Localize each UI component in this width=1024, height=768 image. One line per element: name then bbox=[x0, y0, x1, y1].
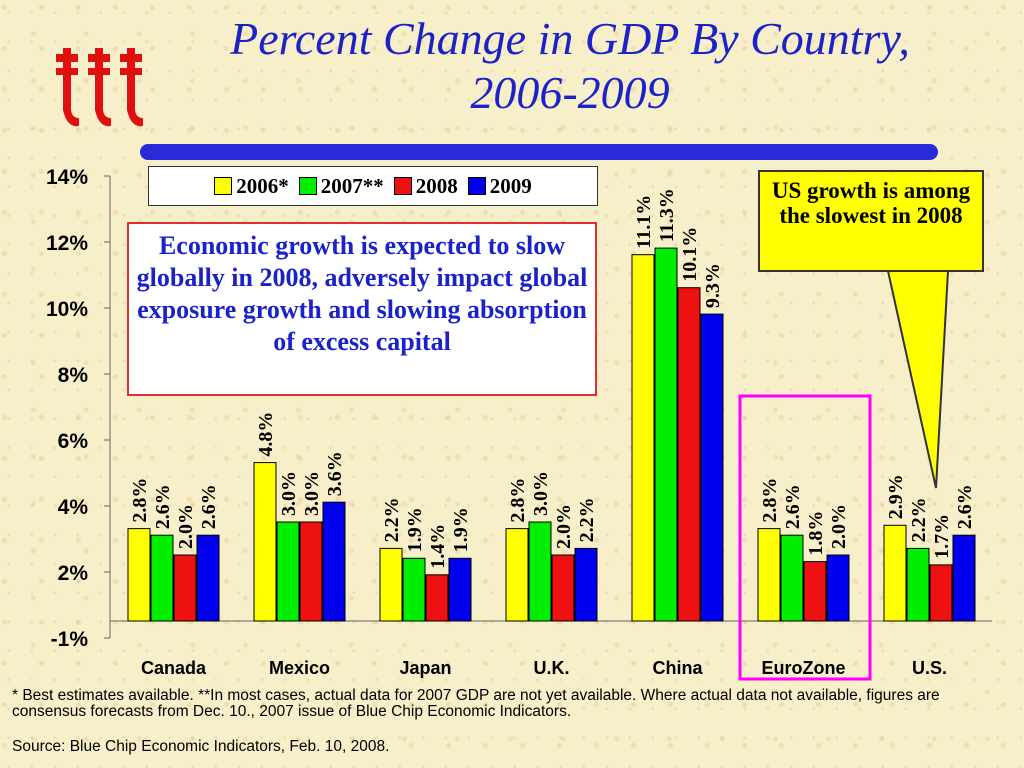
footnote: * Best estimates available. **In most ca… bbox=[12, 687, 940, 720]
bar-value-label: 2.2% bbox=[576, 497, 598, 542]
bar bbox=[631, 254, 655, 622]
bar bbox=[574, 547, 598, 622]
bar bbox=[127, 528, 151, 622]
bar-value-label: 2.0% bbox=[175, 504, 197, 549]
legend-label-2006: 2006* bbox=[236, 173, 289, 198]
bar bbox=[528, 521, 552, 622]
bar bbox=[448, 557, 472, 622]
bar-value-label: 2.8% bbox=[129, 478, 151, 523]
bar bbox=[780, 534, 804, 622]
x-tick-label: U.S. bbox=[912, 658, 947, 678]
bar-value-label: 3.0% bbox=[301, 471, 323, 516]
bar bbox=[757, 528, 781, 622]
bar-value-label: 3.0% bbox=[530, 471, 552, 516]
bar-value-label: 3.6% bbox=[324, 451, 346, 496]
bar-value-label: 2.6% bbox=[152, 484, 174, 529]
bar-value-label: 11.3% bbox=[656, 188, 678, 242]
bar bbox=[299, 521, 323, 622]
bar-value-label: 2.2% bbox=[908, 497, 930, 542]
x-tick-label: U.K. bbox=[534, 658, 570, 678]
bar bbox=[425, 574, 449, 622]
legend-label-2007: 2007** bbox=[320, 173, 384, 198]
y-tick-label: 6% bbox=[58, 430, 89, 453]
legend-swatch-2006 bbox=[214, 177, 233, 195]
bar-value-label: 9.3% bbox=[702, 263, 724, 308]
legend-swatch-2007 bbox=[298, 177, 317, 195]
bar bbox=[677, 287, 701, 622]
page-title: Percent Change in GDP By Country, 2006-2… bbox=[150, 12, 990, 120]
bar-value-label: 11.1% bbox=[633, 195, 655, 249]
y-tick-label: 4% bbox=[58, 496, 89, 519]
legend-item-2006: 2006* bbox=[214, 174, 289, 199]
bar bbox=[883, 524, 907, 622]
legend-item-2008: 2008 bbox=[393, 173, 458, 199]
legend-item-2007: 2007** bbox=[298, 173, 384, 199]
bar-value-label: 2.0% bbox=[553, 504, 575, 549]
bar-value-label: 2.6% bbox=[954, 484, 976, 529]
legend-swatch-2008 bbox=[393, 177, 412, 195]
economic-growth-note: Economic growth is expected to slow glob… bbox=[127, 222, 597, 396]
title-divider-bar bbox=[140, 144, 938, 160]
bar-value-label: 4.8% bbox=[255, 412, 277, 457]
company-logo bbox=[56, 48, 143, 127]
y-tick-label: -1% bbox=[51, 628, 89, 651]
bar bbox=[654, 247, 678, 622]
title-line-2: 2006-2009 bbox=[470, 67, 670, 118]
callout-arrow bbox=[886, 270, 950, 489]
bar-value-label: 2.2% bbox=[381, 497, 403, 542]
bar bbox=[551, 554, 575, 622]
bar-value-label: 2.6% bbox=[782, 484, 804, 529]
bar-value-label: 10.1% bbox=[679, 227, 701, 282]
bar-value-label: 1.4% bbox=[427, 524, 449, 569]
y-tick-label: 14% bbox=[46, 166, 88, 189]
bar-value-label: 3.0% bbox=[278, 471, 300, 516]
bar bbox=[253, 462, 277, 622]
bar-value-label: 1.8% bbox=[805, 511, 827, 556]
bar bbox=[173, 554, 197, 622]
x-tick-label: EuroZone bbox=[762, 658, 846, 678]
bar-value-label: 2.6% bbox=[198, 484, 220, 529]
bar bbox=[276, 521, 300, 622]
y-tick-label: 10% bbox=[46, 298, 88, 321]
y-tick-label: 12% bbox=[46, 232, 88, 255]
bar-value-label: 2.0% bbox=[828, 504, 850, 549]
bar bbox=[150, 534, 174, 622]
title-line-1: Percent Change in GDP By Country, bbox=[230, 13, 910, 64]
bar bbox=[906, 547, 930, 622]
chart-legend: 2006* 2007** 2008 2009 bbox=[148, 166, 598, 206]
bar-value-label: 1.7% bbox=[931, 514, 953, 559]
bar-value-label: 1.9% bbox=[404, 507, 426, 552]
bar-value-label: 2.8% bbox=[507, 478, 529, 523]
bar bbox=[196, 534, 220, 622]
x-tick-label: Japan bbox=[399, 658, 451, 678]
bar bbox=[505, 528, 529, 622]
legend-item-2009: 2009 bbox=[467, 173, 532, 199]
legend-label-2008: 2008 bbox=[415, 173, 458, 198]
bar bbox=[402, 557, 426, 622]
legend-label-2009: 2009 bbox=[489, 173, 532, 198]
y-tick-label: 2% bbox=[58, 562, 89, 585]
bar-value-label: 2.9% bbox=[885, 474, 907, 519]
bar bbox=[322, 501, 346, 622]
eurozone-highlight-box bbox=[738, 394, 872, 681]
bar bbox=[826, 554, 850, 622]
x-tick-label: China bbox=[652, 658, 703, 678]
x-tick-label: Mexico bbox=[269, 658, 330, 678]
bar bbox=[379, 547, 403, 622]
y-tick-label: 8% bbox=[58, 364, 89, 387]
source-citation: Source: Blue Chip Economic Indicators, F… bbox=[12, 738, 390, 755]
x-tick-label: Canada bbox=[141, 658, 207, 678]
bar bbox=[929, 564, 953, 622]
bar bbox=[952, 534, 976, 622]
bar-value-label: 2.8% bbox=[759, 478, 781, 523]
bar bbox=[803, 561, 827, 622]
legend-swatch-2009 bbox=[467, 177, 486, 195]
bar-value-label: 1.9% bbox=[450, 507, 472, 552]
bar bbox=[700, 313, 724, 622]
us-growth-callout: US growth is among the slowest in 2008 bbox=[758, 170, 984, 272]
